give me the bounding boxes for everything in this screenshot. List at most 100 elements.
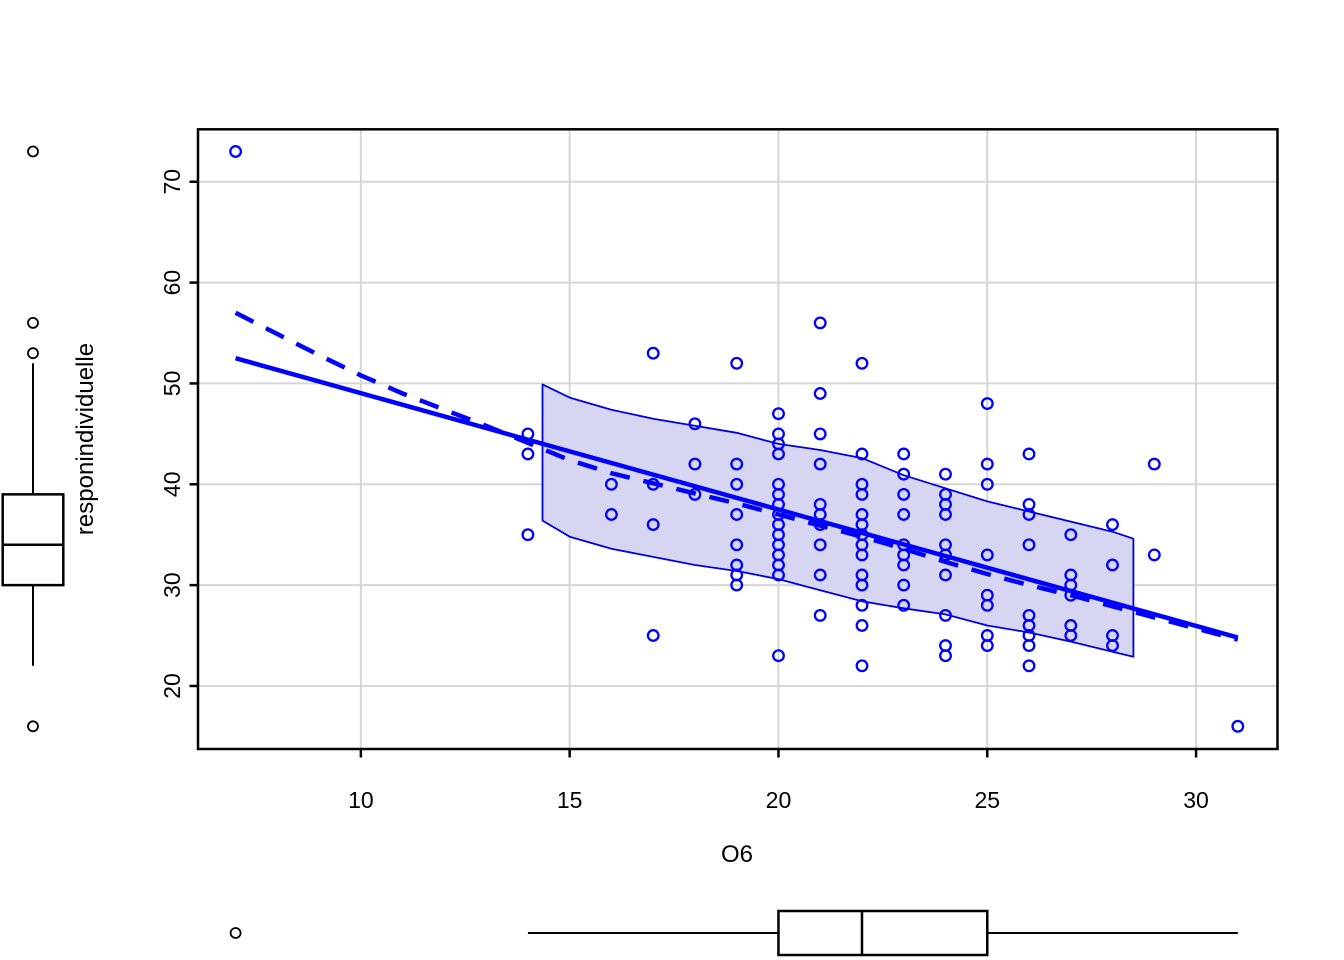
y-tick-label: 60 (159, 270, 185, 296)
data-point (897, 487, 911, 501)
data-point (688, 457, 702, 471)
data-point (646, 346, 660, 360)
data-point (1231, 719, 1245, 733)
data-point (688, 487, 702, 501)
data-point (813, 608, 827, 622)
data-point (939, 608, 952, 622)
x-tick-label: 30 (1183, 787, 1209, 813)
data-point (1064, 629, 1078, 642)
data-point (813, 518, 827, 532)
data-point (1022, 639, 1036, 653)
data-point (730, 457, 744, 471)
data-point (646, 518, 660, 532)
data-point (1147, 457, 1161, 471)
boxplot-y-outlier (27, 145, 39, 158)
marginal-boxplot-x (229, 909, 1238, 957)
data-point (939, 508, 952, 521)
loess-smooth-line (234, 310, 1239, 642)
y-tick-label: 30 (159, 572, 185, 598)
y-tick-label: 20 (159, 673, 185, 699)
data-point (646, 629, 660, 642)
data-point (980, 397, 994, 411)
data-point (855, 659, 869, 673)
data-point (521, 528, 535, 542)
data-point (730, 477, 744, 491)
data-point (521, 447, 535, 461)
boxplot-y-outlier (27, 347, 39, 360)
data-point (604, 477, 618, 491)
data-point (730, 508, 744, 521)
data-point (897, 598, 911, 612)
data-point (855, 548, 869, 562)
data-point (604, 508, 618, 521)
data-point (1147, 548, 1161, 562)
axis-ticks (189, 180, 1198, 758)
data-point (813, 316, 827, 330)
data-point (1064, 588, 1078, 602)
data-point (939, 649, 952, 663)
data-point (772, 447, 785, 461)
data-point (813, 568, 827, 582)
data-point (813, 387, 827, 400)
confidence-band-region (541, 383, 1135, 658)
data-point (980, 548, 994, 562)
axis-titles: O6 responindividuelle (72, 343, 753, 868)
grid-lines (198, 129, 1278, 749)
data-point (772, 407, 785, 421)
data-point (730, 538, 744, 552)
boxplot-y-outlier (27, 720, 39, 733)
data-point (730, 578, 744, 592)
data-point (897, 447, 911, 461)
y-tick-label: 40 (159, 472, 185, 498)
y-tick-label: 50 (159, 371, 185, 397)
x-tick-label: 10 (348, 787, 374, 813)
marginal-boxplot-y (1, 145, 65, 733)
data-point (855, 356, 869, 370)
data-point (855, 598, 869, 612)
data-point (897, 508, 911, 521)
data-point (980, 477, 994, 491)
data-point (980, 639, 994, 653)
data-point (939, 548, 952, 562)
boxplot-x-outlier (229, 927, 242, 939)
boxplot-y-box (1, 493, 65, 587)
data-point (980, 598, 994, 612)
data-point (1022, 447, 1036, 461)
data-point (855, 447, 869, 461)
data-point (897, 578, 911, 592)
data-point (688, 417, 702, 431)
data-point (939, 568, 952, 582)
boxplot-y-outlier (27, 316, 39, 329)
y-axis-title: responindividuelle (72, 343, 99, 535)
x-tick-label: 15 (557, 787, 583, 813)
data-point (1064, 528, 1078, 542)
data-point (855, 487, 869, 501)
data-point (730, 356, 744, 370)
data-point (939, 467, 952, 481)
plot-frame (196, 128, 1279, 751)
data-point (229, 145, 243, 158)
linear-fit-line (234, 356, 1239, 640)
data-point (521, 427, 535, 441)
data-point (1106, 558, 1119, 572)
data-point (897, 558, 911, 572)
data-point (1106, 518, 1119, 532)
y-tick-label: 70 (159, 169, 185, 195)
x-tick-label: 25 (974, 787, 1000, 813)
data-point (1106, 639, 1119, 653)
data-points (229, 145, 1245, 733)
data-point (855, 578, 869, 592)
data-point (813, 457, 827, 471)
data-point (646, 477, 660, 491)
plot-border (196, 128, 1279, 751)
tick-labels: 10 15 20 25 30 20 30 40 50 60 70 (159, 169, 1209, 813)
data-point (980, 457, 994, 471)
x-axis-title: O6 (721, 841, 753, 868)
x-tick-label: 20 (766, 787, 792, 813)
data-point (772, 649, 785, 663)
data-point (1022, 659, 1036, 673)
data-point (813, 427, 827, 441)
data-point (813, 538, 827, 552)
